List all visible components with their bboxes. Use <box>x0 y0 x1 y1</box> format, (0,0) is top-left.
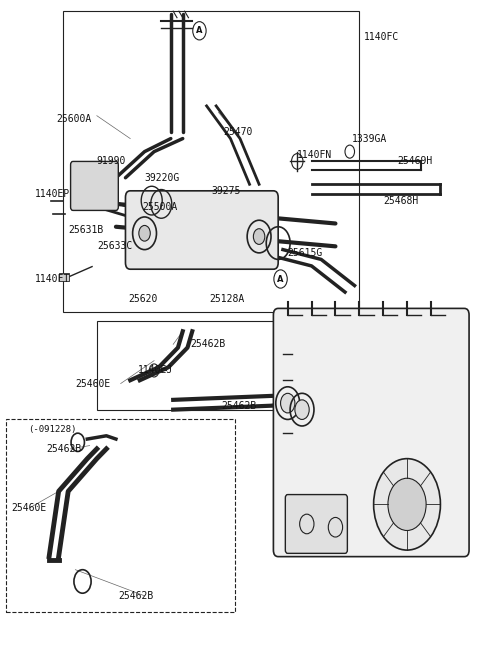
Circle shape <box>373 459 441 550</box>
Text: 39220G: 39220G <box>144 173 180 183</box>
Circle shape <box>281 394 295 413</box>
FancyBboxPatch shape <box>71 161 118 211</box>
FancyBboxPatch shape <box>125 191 278 269</box>
Text: 1140EJ: 1140EJ <box>137 365 173 375</box>
Bar <box>63 11 360 312</box>
Text: 25500A: 25500A <box>142 202 178 212</box>
Text: 91990: 91990 <box>97 156 126 167</box>
Bar <box>59 273 69 281</box>
Bar <box>97 321 321 409</box>
Text: 25128A: 25128A <box>209 294 244 304</box>
FancyBboxPatch shape <box>274 308 469 557</box>
Text: 25469H: 25469H <box>397 156 433 167</box>
Text: 25462B: 25462B <box>190 339 225 350</box>
Circle shape <box>388 478 426 531</box>
Text: 1140EP: 1140EP <box>35 189 70 199</box>
Text: 25620: 25620 <box>128 294 157 304</box>
Circle shape <box>253 229 265 245</box>
Text: 25631B: 25631B <box>68 225 104 235</box>
Text: 1140FT: 1140FT <box>35 274 70 284</box>
Text: A: A <box>196 26 203 35</box>
Text: (-091228): (-091228) <box>28 424 76 434</box>
Text: 25600A: 25600A <box>56 114 92 124</box>
FancyBboxPatch shape <box>285 495 348 554</box>
Text: 1140FN: 1140FN <box>297 150 333 160</box>
Circle shape <box>139 226 150 241</box>
Text: 39275: 39275 <box>211 186 241 196</box>
Text: 1339GA: 1339GA <box>352 134 387 144</box>
Circle shape <box>295 400 309 419</box>
Text: 25460E: 25460E <box>11 502 46 512</box>
Text: 25470: 25470 <box>223 127 252 137</box>
Text: 1140FC: 1140FC <box>364 32 399 43</box>
Text: 25460E: 25460E <box>75 379 110 388</box>
Text: 25615G: 25615G <box>288 248 323 258</box>
Text: 25462B: 25462B <box>118 591 154 601</box>
Text: 25468H: 25468H <box>383 195 419 205</box>
Text: A: A <box>277 274 284 283</box>
Text: 25462B: 25462B <box>221 401 256 411</box>
Text: 25633C: 25633C <box>97 241 132 251</box>
Bar <box>6 419 235 612</box>
Text: 25462B: 25462B <box>47 444 82 454</box>
